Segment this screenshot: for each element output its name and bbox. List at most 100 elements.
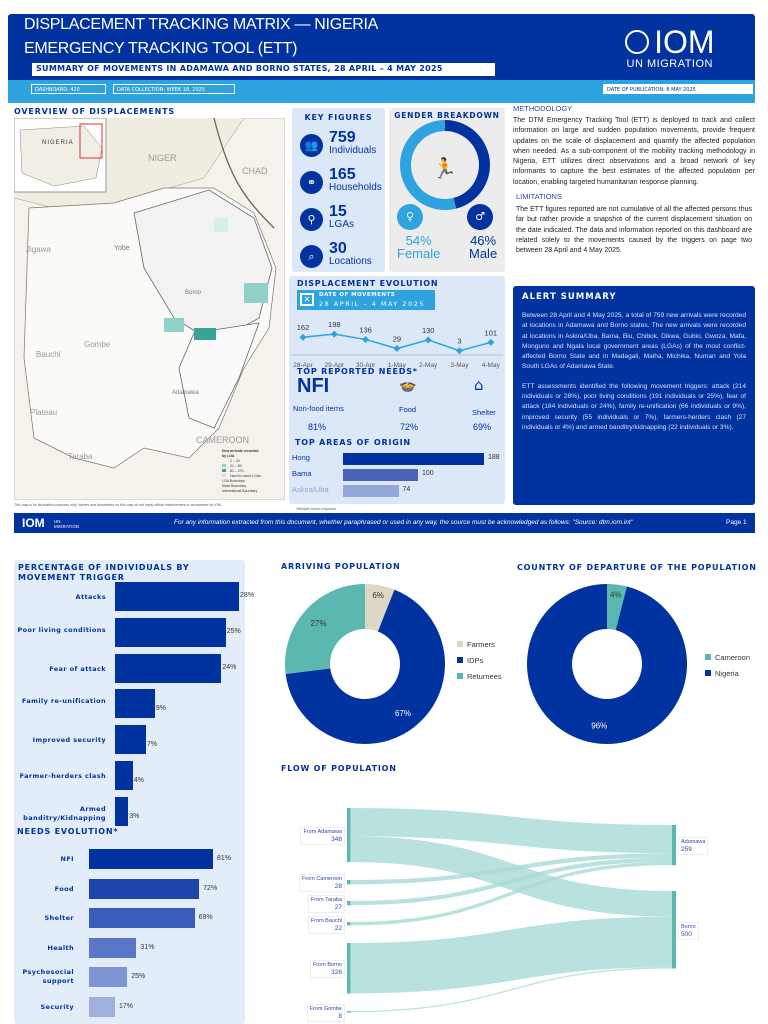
x-tick-label: 3-May [450,362,469,369]
slice-label: 67% [395,709,411,718]
methodology-text: The DTM Emergency Tracking Tool (ETT) is… [513,117,755,186]
slice-farmers [365,584,395,632]
food-bowl-icon: 🍲 [399,378,417,394]
flow-title: FLOW OF POPULATION [281,764,397,773]
evolution-line-chart: 162 28-Apr 198 29-Apr 136 30-Apr 29 1-May 130 2-M… [291,320,503,369]
slice-label: 27% [310,619,326,628]
needs-bar-row: Health 31% [14,937,245,958]
needs-bar [89,967,128,988]
country-departure-donut: 4% 96% [527,584,687,744]
location-search-icon: ⌕ [300,245,323,268]
un-globe-icon [625,30,649,54]
flow-link [349,916,673,994]
target-label: Borno 500 [678,921,699,940]
needs-bar [89,849,213,869]
map-label-gombe: Gombe [84,340,111,349]
needs-bar-row: Food 72% [14,878,245,899]
legend-swatch [705,654,711,660]
origin-bar [343,453,484,465]
alert-paragraph-1: Between 28 April and 4 May 2025, a total… [522,312,746,371]
subtitle: SUMMARY OF MOVEMENTS IN ADAMAWA AND BORN… [32,63,495,76]
needs-title: TOP REPORTED NEEDS* [297,367,418,376]
alert-summary: ALERT SUMMARY Between 28 April and 4 May… [513,286,755,505]
legend-swatch [457,657,463,663]
target-node [672,825,676,866]
trigger-bar-row: Family re-unification 9% [14,689,245,719]
arriving-legend: Farmers IDPs Returnees [457,640,502,688]
legend-lga-boundary: LGA Boundary [222,479,245,483]
map-legend: New arrivals recorded by LGA 1 – 20 21 –… [222,449,261,493]
map-label-jigawa: Jigawa [26,245,51,254]
needs-bar [89,908,195,929]
data-label: 198 [328,320,341,329]
key-figures-panel: KEY FIGURES 👥 759 Individuals ⚭ 165 Household… [292,108,385,272]
page-number: Page 1 [726,519,747,526]
need-nfi-value: 81% [308,422,327,432]
x-tick-label: 1-May [388,362,407,369]
data-point [330,330,338,338]
need-food-value: 72% [400,422,419,432]
footer-source-note: For any information extracted from this … [174,519,633,526]
legend-state-boundary: State Boundary [222,484,247,488]
arriving-population-donut: 6% 67% 27% [285,584,445,744]
x-tick-label: 4-May [482,362,501,369]
flow-link [349,861,673,926]
need-food-label: Food [399,405,417,414]
x-tick-label: 30-Apr [356,362,376,369]
data-label: 162 [297,323,310,332]
female-icon: ♀ [397,204,423,230]
evolution-title: DISPLACEMENT EVOLUTION [297,279,439,288]
trigger-bar-row: Armed banditry/Kidnapping 3% [14,796,245,826]
legend-item-cameroon: Cameroon [705,653,750,662]
iom-logo: IOM UN MIGRATION [625,24,715,70]
shelter-icon: ⌂ [474,376,484,394]
displacement-map[interactable]: NIGERIA NIGER CHAD CAMEROON Jigawa Yobe … [14,118,285,500]
trigger-bar-row: Fear of attack 24% [14,653,245,683]
info-band [8,80,755,103]
alert-title: ALERT SUMMARY [522,292,617,302]
methodology-section: METHODOLOGY The DTM Emergency Tracking T… [513,104,755,257]
needs-bar [89,997,115,1017]
nfi-icon: NFI [297,375,330,397]
trigger-bar-row: Improved security 7% [14,725,245,755]
source-node [347,922,351,926]
needs-bar-row: Psychosocial support 25% [22,967,146,988]
footer-logo-sub: UN MIGRATION [54,519,80,529]
trigger-bar [115,725,146,755]
map-label-borno: Borno [185,290,202,296]
publication-date: DATE OF PUBLICATION: 8 MAY 2025 [603,84,753,94]
source-label: From Adamawa 348 [300,826,345,845]
slice-idps [285,589,445,744]
legend-item-farmers: Farmers [457,640,502,649]
people-icon: 👥 [300,134,323,157]
source-label: From Bauchi 22 [307,915,345,934]
country-title: COUNTRY OF DEPARTURE OF THE POPULATION [517,563,757,572]
location-pin-icon: ⚲ [300,208,323,231]
map-label-adamawa: Adamawa [172,390,199,396]
alert-paragraph-2: ETT assessments identified the following… [522,382,746,431]
needs-footnote: *Multiple choice response [296,507,336,511]
source-node [347,880,351,885]
source-node [347,943,351,994]
female-slice [400,120,457,210]
map-label-bauchi: Bauchi [36,350,61,359]
trigger-bar [115,617,226,647]
map-disclaimer: This map is for illustration purposes on… [14,503,222,507]
x-tick-label: 2-May [419,362,438,369]
date-of-movements-box: ✕ DATE OF MOVEMENTS 28 APRIL – 4 MAY 202… [297,290,435,310]
female-stat: 54% Female [397,233,441,261]
trigger-bar-row: Attacks 28% [14,582,254,611]
data-point [487,338,495,346]
data-point [362,335,370,343]
source-label: From Taraba 27 [307,895,345,914]
slice-cameroon [607,584,627,631]
target-label: Adamawa 259 [678,837,709,856]
legend-swatch [457,641,463,647]
flow-link [349,967,673,1013]
country-legend: Cameroon Nigeria [705,653,750,685]
legend-swatch [705,670,711,676]
map-label-plateau: Plateau [30,408,58,417]
needs-bar-row: Shelter 69% [14,908,245,929]
key-figures-title: KEY FIGURES [304,113,373,122]
dashboard-number: DASHBOARD: 420 [31,84,106,94]
